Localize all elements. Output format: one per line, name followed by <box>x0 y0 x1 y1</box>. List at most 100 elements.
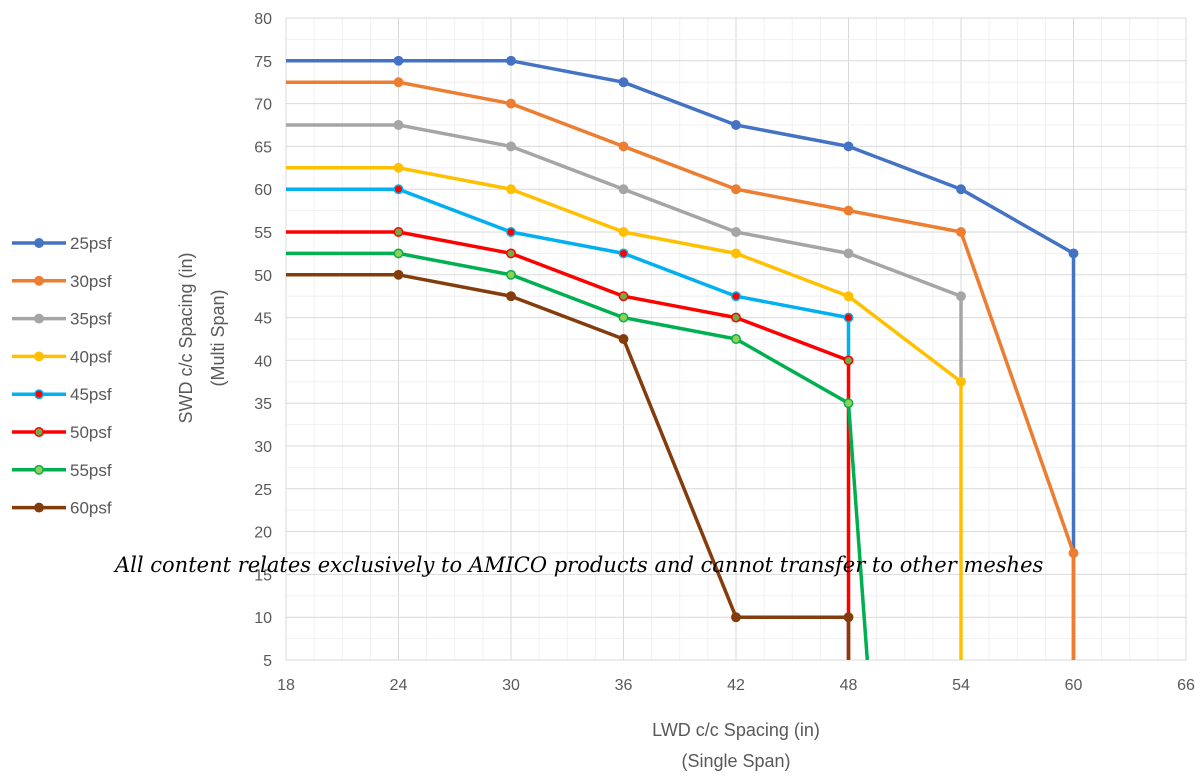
x-tick-label: 60 <box>1065 677 1083 694</box>
data-point <box>393 227 404 237</box>
series-40psf <box>286 162 966 660</box>
legend-item: 50psf <box>12 423 112 442</box>
x-axis-title: LWD c/c Spacing (in) <box>652 720 820 740</box>
legend-label: 30psf <box>70 272 112 291</box>
data-point <box>843 612 854 623</box>
y-tick-label: 60 <box>254 182 272 199</box>
y-tick-label: 50 <box>254 268 272 285</box>
x-tick-label: 24 <box>390 677 408 694</box>
legend-label: 25psf <box>70 234 112 253</box>
x-tick-label: 66 <box>1177 677 1195 694</box>
data-point <box>956 376 966 387</box>
legend-label: 45psf <box>70 385 112 404</box>
data-point <box>843 291 854 302</box>
data-point <box>393 55 404 66</box>
y-tick-label: 30 <box>254 439 272 456</box>
data-point <box>618 312 629 323</box>
series-25psf <box>286 55 1079 660</box>
disclaimer-annotation: All content relates exclusively to AMICO… <box>113 553 1044 577</box>
data-point <box>506 141 516 152</box>
legend-label: 55psf <box>70 461 112 480</box>
legend-label: 35psf <box>70 310 112 329</box>
y-tick-label: 70 <box>254 97 272 114</box>
data-point <box>731 312 741 323</box>
y-tick-label: 25 <box>254 482 272 499</box>
data-point <box>731 248 741 259</box>
data-point <box>1068 248 1079 259</box>
x-tick-label: 48 <box>840 677 858 694</box>
data-point <box>731 184 741 195</box>
data-point <box>506 227 516 237</box>
legend-swatch-marker <box>34 313 44 324</box>
legend-swatch-marker <box>34 389 44 400</box>
data-point <box>393 77 404 88</box>
y-tick-label: 5 <box>263 653 272 670</box>
series-line <box>286 123 963 382</box>
series-50psf <box>286 227 854 660</box>
y-tick-label: 75 <box>254 54 272 71</box>
data-point <box>731 334 741 344</box>
data-point <box>843 355 854 366</box>
x-tick-label: 42 <box>727 677 745 694</box>
x-tick-label: 30 <box>502 677 520 694</box>
data-point <box>506 248 516 259</box>
data-point <box>506 55 516 66</box>
data-point <box>618 184 629 195</box>
y-tick-label: 45 <box>254 311 272 328</box>
legend-item: 45psf <box>12 385 112 404</box>
data-point <box>731 120 741 130</box>
data-point <box>393 162 404 173</box>
legend-label: 60psf <box>70 499 112 518</box>
data-point <box>956 291 966 302</box>
data-point <box>843 205 854 216</box>
legend-item: 55psf <box>12 461 112 480</box>
data-point <box>506 269 516 280</box>
series-30psf <box>286 77 1079 660</box>
data-point <box>506 291 516 302</box>
legend-swatch-marker <box>34 351 44 362</box>
y-tick-label: 15 <box>254 567 272 584</box>
series-line <box>286 166 963 660</box>
data-point <box>618 77 629 88</box>
data-point <box>843 141 854 152</box>
y-axis-subtitle: (Multi Span) <box>208 289 228 386</box>
y-tick-label: 55 <box>254 225 272 242</box>
series-45psf <box>286 184 854 361</box>
data-point <box>731 227 741 237</box>
data-point <box>618 141 629 152</box>
data-point <box>393 269 404 280</box>
legend-item: 60psf <box>12 499 112 518</box>
data-point <box>843 398 854 409</box>
x-tick-label: 54 <box>952 677 970 694</box>
x-axis-ticks: 18 24 30 36 42 48 54 60 66 <box>277 677 1195 694</box>
y-tick-label: 40 <box>254 353 272 370</box>
plot-series <box>286 55 1079 661</box>
data-point <box>731 612 741 623</box>
data-point <box>956 184 966 195</box>
legend-swatch-marker <box>34 427 44 437</box>
legend-swatch-marker <box>34 502 44 513</box>
legend: 25psf 30psf 35psf 40psf 45psf 50psf 55psf 60psf <box>12 234 112 518</box>
legend-item: 30psf <box>12 272 112 291</box>
data-point <box>506 184 516 195</box>
y-tick-label: 35 <box>254 396 272 413</box>
legend-swatch-marker <box>34 238 44 248</box>
legend-item: 40psf <box>12 347 112 366</box>
data-point <box>393 184 404 195</box>
legend-label: 50psf <box>70 423 112 442</box>
x-tick-label: 18 <box>277 677 295 694</box>
data-point <box>618 334 629 344</box>
legend-item: 35psf <box>12 310 112 329</box>
legend-label: 40psf <box>70 347 112 366</box>
data-point <box>843 312 854 323</box>
y-tick-label: 10 <box>254 610 272 627</box>
data-point <box>956 227 966 237</box>
x-axis-subtitle: (Single Span) <box>681 751 790 771</box>
data-point <box>731 291 741 302</box>
y-axis-ticks: 5 10 15 20 25 30 35 40 45 50 55 60 65 70 75 80 <box>254 11 272 670</box>
series-line <box>286 251 870 661</box>
series-55psf <box>286 248 870 661</box>
series-60psf <box>286 269 854 660</box>
y-tick-label: 80 <box>254 11 272 28</box>
